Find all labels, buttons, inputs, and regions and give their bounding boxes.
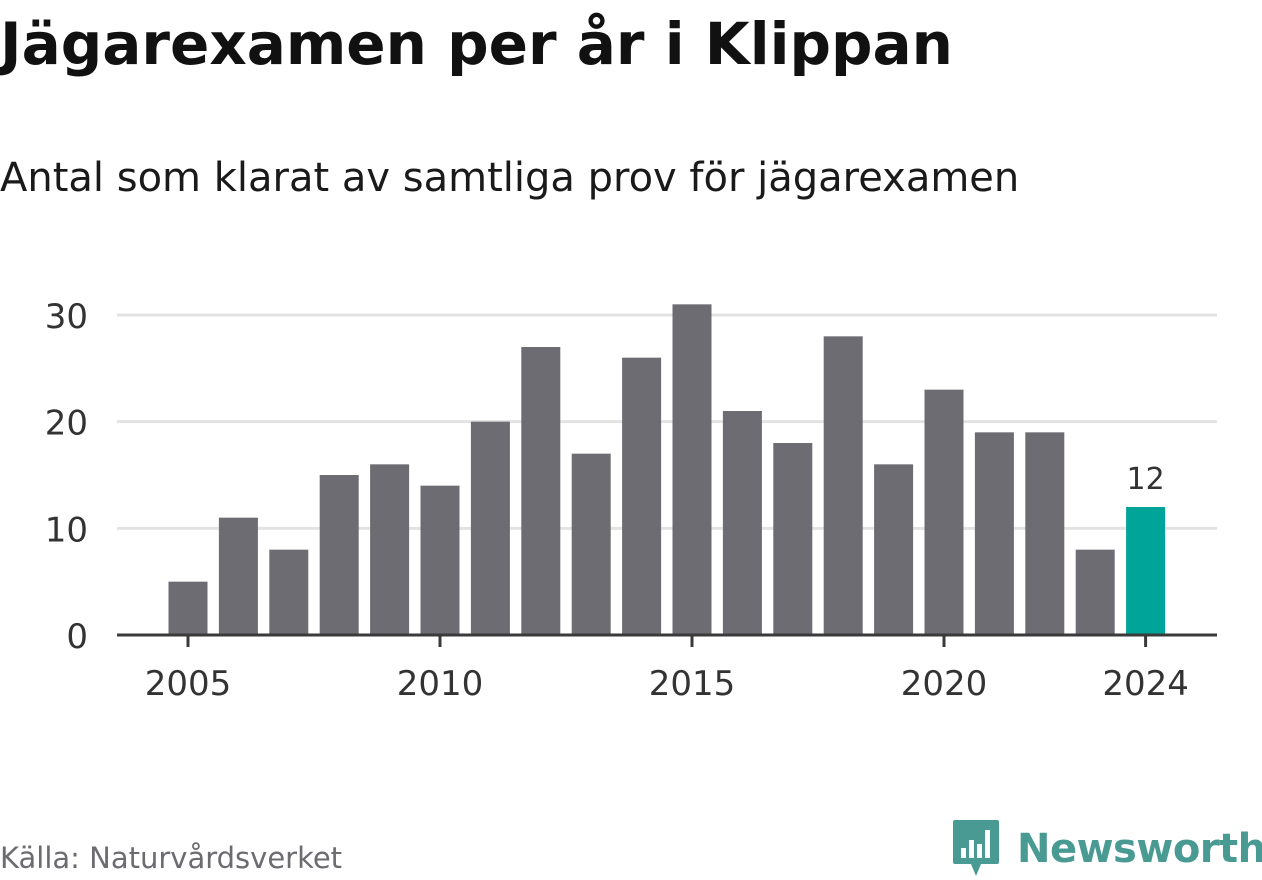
- brand-name: Newsworthy: [1017, 826, 1262, 872]
- bar-2008: [319, 475, 359, 635]
- chart-title: Jägarexamen per år i Klippan: [0, 10, 953, 78]
- bar-2020: [924, 389, 964, 635]
- y-tick-label: 30: [45, 297, 88, 337]
- x-axis-ticks: 2005 2010 2015 2020 2024: [145, 635, 1189, 704]
- bar-2013: [571, 453, 611, 635]
- bar-2010: [420, 485, 460, 635]
- bars: [168, 304, 1166, 635]
- y-tick-label: 20: [45, 404, 88, 444]
- bar-2015: [672, 304, 712, 635]
- data-label-2024: 12: [1127, 462, 1165, 497]
- y-tick-label: 0: [66, 617, 88, 657]
- bar-2005: [168, 581, 208, 635]
- bar-2023: [1075, 549, 1115, 635]
- source-note: Källa: Naturvårdsverket: [0, 841, 343, 875]
- bar-2014: [622, 357, 662, 635]
- bar-2006: [218, 517, 258, 635]
- bar-2007: [269, 549, 309, 635]
- brand: Newsworthy: [951, 818, 1262, 880]
- y-axis-tick-labels: 0 10 20 30: [45, 297, 88, 657]
- bar-2009: [370, 464, 410, 635]
- bar-2024: [1126, 507, 1166, 635]
- bar-2017: [773, 443, 813, 635]
- bar-2021: [974, 432, 1014, 635]
- x-tick-label: 2010: [397, 664, 484, 704]
- x-tick-label: 2015: [649, 664, 736, 704]
- x-tick-label: 2020: [901, 664, 988, 704]
- bar-2019: [874, 464, 914, 635]
- y-tick-label: 10: [45, 510, 88, 550]
- bar-chart: 0 10 20 30 2005 2010 2015 2020 2024 12: [45, 297, 1217, 704]
- bar-2012: [521, 347, 561, 635]
- bar-2016: [722, 411, 762, 635]
- x-tick-label: 2024: [1102, 664, 1189, 704]
- bar-2011: [470, 421, 510, 635]
- bar-2018: [823, 336, 863, 635]
- bar-2022: [1025, 432, 1065, 635]
- data-labels: 12: [1127, 462, 1165, 497]
- x-tick-label: 2005: [145, 664, 232, 704]
- newsworthy-bar-chart-icon: [953, 820, 999, 876]
- chart-subtitle: Antal som klarat av samtliga prov för jä…: [0, 155, 1020, 201]
